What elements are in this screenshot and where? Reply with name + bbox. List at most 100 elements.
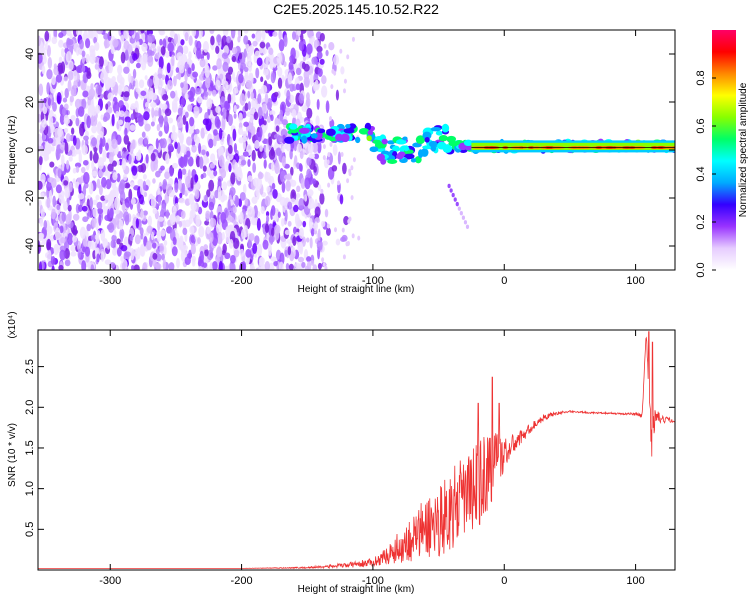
spectrogram-tail-cell [447, 183, 451, 189]
spectrogram-noise-cell [51, 178, 57, 188]
colorbar: 0.0 0.2 0.4 0.6 0.8 Normalized spectral ampl… [695, 30, 749, 278]
spectrogram-noise-cell [58, 264, 64, 270]
spectrogram-noise-cell [54, 127, 60, 141]
spectrogram-noise-cell [163, 115, 168, 127]
spectrogram-noise-cell [209, 30, 215, 34]
spectrogram-noise-cell [91, 170, 98, 177]
spectrogram-noise-cell [226, 36, 232, 44]
spectrogram-noise-cell [91, 216, 97, 228]
spectrogram-noise-cell [168, 262, 175, 270]
spectrogram-noise-cell [206, 98, 213, 110]
spectrogram-noise-cell [346, 178, 350, 184]
spectrogram-noise-cell [46, 196, 51, 209]
spectrogram-noise-cell [323, 43, 327, 49]
spectrogram-noise-cell [200, 173, 204, 180]
spectrogram-noise-cell [251, 149, 256, 162]
spectrogram-noise-cell [140, 163, 147, 173]
spectrogram-noise-cell [128, 154, 132, 165]
spectrogram-noise-cell [297, 241, 303, 253]
spectrogram-noise-cell [98, 213, 102, 226]
spectrogram-noise-cell [190, 202, 197, 212]
spectrogram-noise-cell [97, 230, 101, 236]
spectrogram-noise-cell [103, 33, 109, 40]
spectrogram-noise-cell [252, 243, 258, 255]
spectrogram-noise-cell [176, 52, 183, 61]
spectrogram-noise-cell [150, 152, 156, 162]
spectrogram-noise-cell [143, 111, 150, 121]
colorbar-strip [712, 30, 736, 270]
spectrogram-noise-cell [78, 204, 83, 212]
spectrogram-noise-cell [224, 265, 230, 270]
spectrogram-noise-cell [107, 92, 114, 102]
spectrogram-noise-cell [130, 113, 135, 121]
spectrogram-noise-cell [212, 137, 217, 147]
spectrogram-noise-cell [306, 30, 314, 39]
spectrogram-noise-cell [241, 261, 247, 270]
spectrogram-noise-cell [300, 177, 306, 190]
spectrogram-signal-cell [335, 133, 344, 142]
spectrogram-noise-cell [205, 118, 212, 132]
spectrogram-noise-cell [222, 108, 227, 120]
spectrogram-noise-cell [312, 264, 318, 270]
spectrogram-noise-cell [122, 174, 128, 181]
spectrogram-noise-cell [119, 190, 126, 203]
spectrogram-noise-cell [326, 223, 330, 229]
spectrogram-noise-cell [160, 45, 166, 56]
spectrogram-noise-cell [302, 220, 307, 228]
spectrogram-noise-cell [178, 178, 182, 191]
spectrogram-noise-cell [316, 239, 323, 251]
spectrogram-noise-cell [152, 259, 157, 268]
spectrogram-noise-cell [304, 177, 311, 190]
colorbar-tick-label: 0.2 [695, 214, 707, 229]
spectrogram-noise-cell [247, 239, 252, 249]
spectrogram-noise-cell [236, 169, 243, 182]
spectrogram-noise-cell [53, 243, 59, 256]
spectrogram-noise-cell [132, 52, 138, 61]
spectrogram-noise-cell [78, 184, 82, 194]
spectrogram-noise-cell [178, 198, 186, 204]
spectrogram-noise-cell [67, 204, 72, 212]
spectrogram-x-tick-label: -100 [362, 275, 384, 287]
spectrogram-noise-cell [220, 168, 227, 179]
snr-x-tick-label: 0 [501, 575, 507, 587]
spectrogram-signal-cell [403, 145, 409, 152]
spectrogram-noise-cell [233, 142, 238, 154]
spectrogram-noise-cell [73, 42, 80, 53]
spectrogram-noise-cell [227, 93, 232, 104]
spectrogram-noise-cell [180, 210, 186, 219]
spectrogram-noise-cell [228, 238, 234, 249]
spectrogram-noise-cell [63, 117, 70, 125]
spectrogram-noise-cell [124, 182, 131, 189]
spectrogram-noise-cell [307, 143, 314, 154]
spectrogram-noise-cell [157, 194, 162, 206]
spectrogram-noise-cell [38, 35, 41, 47]
spectrogram-tail-cell [457, 206, 461, 211]
spectrogram-noise-cell [195, 214, 201, 227]
spectrogram-noise-cell [333, 227, 337, 233]
spectrogram-noise-cell [346, 54, 350, 60]
spectrogram-noise-cell [89, 150, 93, 162]
spectrogram-noise-cell [74, 98, 82, 109]
spectrogram-noise-cell [81, 260, 87, 270]
spectrogram-noise-cell [287, 201, 293, 210]
spectrogram-noise-cell [221, 249, 226, 256]
spectrogram-signal-cell [284, 136, 295, 144]
spectrogram-noise-cell [123, 91, 130, 98]
spectrogram-tail-cell [459, 211, 463, 216]
spectrogram-noise-cell [276, 52, 283, 64]
spectrogram-noise-cell [118, 119, 124, 126]
spectrogram-noise-cell [222, 181, 228, 191]
spectrogram-noise-cell [184, 256, 191, 266]
spectrogram-noise-cell [137, 201, 141, 214]
spectrogram-signal-cell [463, 139, 473, 147]
spectrogram-noise-cell [321, 240, 328, 246]
spectrogram-noise-cell [250, 125, 256, 136]
spectrogram-noise-cell [268, 47, 274, 56]
spectrogram-noise-cell [77, 192, 85, 200]
spectrogram-noise-cell [66, 30, 72, 37]
spectrogram-noise-cell [119, 179, 126, 190]
spectrogram-noise-cell [79, 226, 87, 239]
spectrogram-noise-cell [214, 189, 220, 199]
spectrogram-noise-cell [59, 225, 64, 234]
spectrogram-noise-cell [172, 205, 177, 214]
